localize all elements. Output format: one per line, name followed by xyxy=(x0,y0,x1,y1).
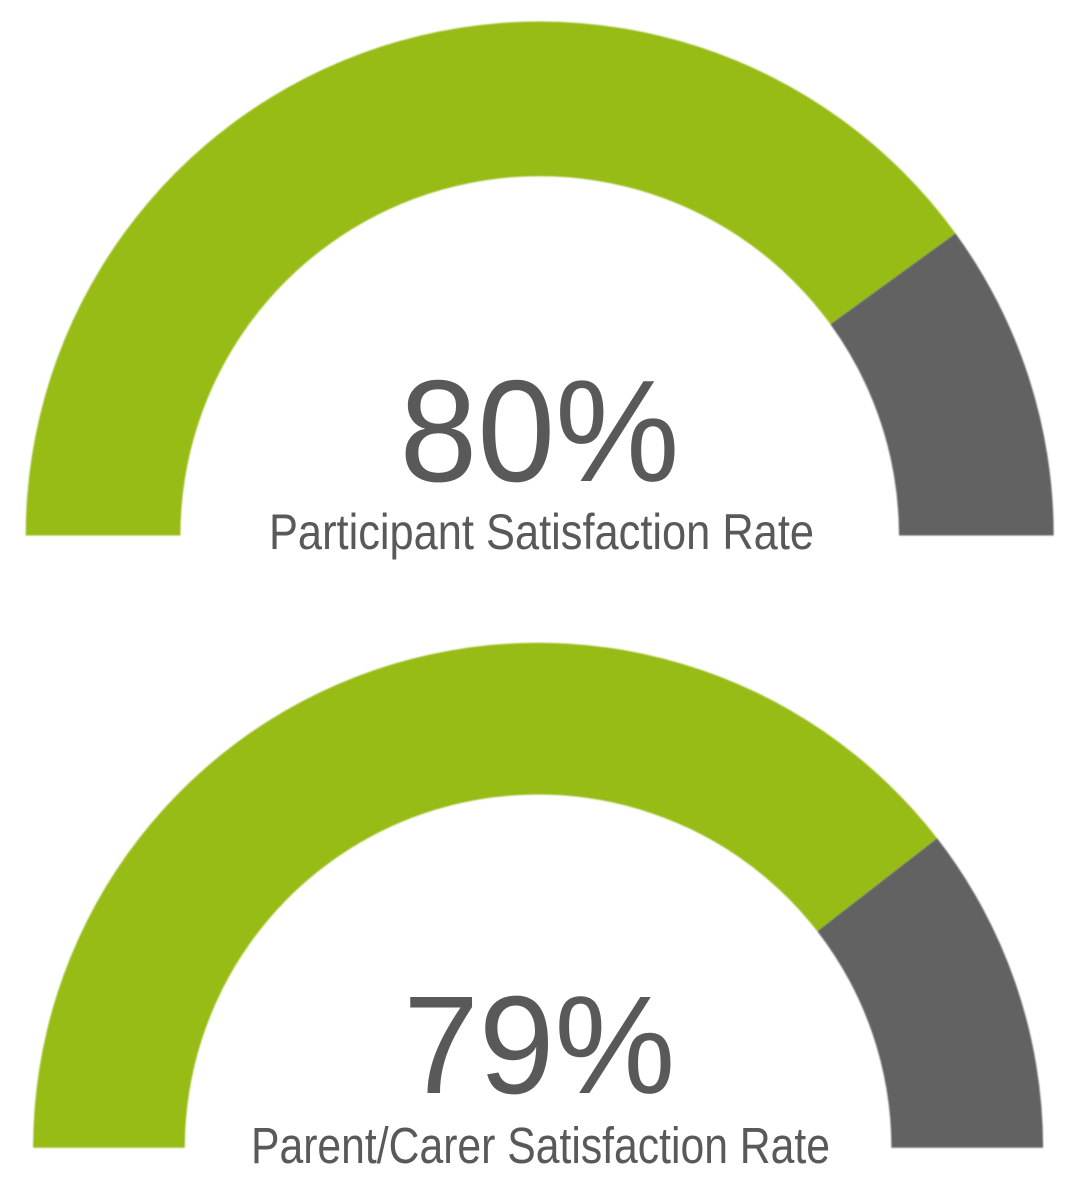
svg-text:79%: 79% xyxy=(403,967,675,1123)
svg-text:Parent/Carer Satisfaction Rate: Parent/Carer Satisfaction Rate xyxy=(251,1117,830,1174)
svg-text:Participant Satisfaction Rate: Participant Satisfaction Rate xyxy=(269,504,814,560)
svg-text:80%: 80% xyxy=(400,350,680,512)
